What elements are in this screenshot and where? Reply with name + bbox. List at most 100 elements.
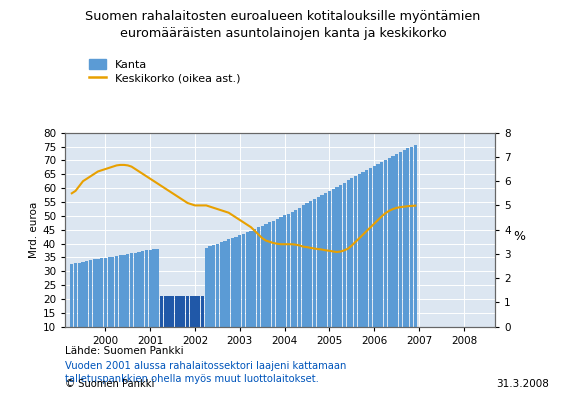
- Bar: [100, 258, 104, 327]
- Bar: [208, 246, 212, 327]
- Bar: [234, 236, 238, 327]
- Bar: [380, 162, 383, 327]
- Bar: [294, 210, 298, 327]
- Bar: [369, 168, 372, 327]
- Bar: [246, 232, 249, 327]
- Bar: [414, 145, 417, 327]
- Bar: [376, 164, 380, 327]
- Bar: [298, 208, 301, 327]
- Bar: [119, 255, 122, 327]
- Bar: [302, 205, 305, 327]
- Bar: [343, 183, 346, 327]
- Bar: [290, 211, 294, 327]
- Bar: [186, 296, 189, 327]
- Bar: [156, 249, 159, 327]
- Bar: [115, 256, 118, 327]
- Bar: [205, 248, 208, 327]
- Bar: [171, 296, 174, 327]
- Bar: [339, 185, 342, 327]
- Text: © Suomen Pankki: © Suomen Pankki: [65, 379, 155, 389]
- Bar: [104, 258, 107, 327]
- Bar: [178, 296, 182, 327]
- Bar: [220, 242, 223, 327]
- Bar: [224, 241, 226, 327]
- Bar: [82, 262, 85, 327]
- Bar: [257, 227, 260, 327]
- Bar: [130, 253, 133, 327]
- Bar: [316, 197, 320, 327]
- Bar: [212, 245, 215, 327]
- Bar: [108, 257, 111, 327]
- Bar: [149, 249, 152, 327]
- Bar: [216, 244, 219, 327]
- Bar: [268, 222, 271, 327]
- Bar: [227, 239, 230, 327]
- Bar: [260, 225, 264, 327]
- Bar: [320, 195, 324, 327]
- Bar: [122, 255, 126, 327]
- Bar: [279, 217, 282, 327]
- Bar: [194, 296, 196, 327]
- Bar: [264, 224, 268, 327]
- Bar: [350, 178, 354, 327]
- Bar: [253, 229, 256, 327]
- Bar: [85, 261, 88, 327]
- Bar: [395, 154, 398, 327]
- Y-axis label: Mrd. euroa: Mrd. euroa: [29, 202, 38, 258]
- Bar: [306, 203, 308, 327]
- Bar: [354, 177, 357, 327]
- Bar: [283, 215, 286, 327]
- Bar: [272, 221, 275, 327]
- Bar: [175, 296, 178, 327]
- Bar: [96, 259, 100, 327]
- Text: Lähde: Suomen Pankki: Lähde: Suomen Pankki: [65, 346, 184, 356]
- Bar: [164, 296, 167, 327]
- Legend: Kanta, Keskikorko (oikea ast.): Kanta, Keskikorko (oikea ast.): [85, 55, 245, 88]
- Bar: [238, 235, 242, 327]
- Bar: [231, 238, 234, 327]
- Bar: [182, 296, 186, 327]
- Bar: [126, 254, 130, 327]
- Bar: [402, 150, 406, 327]
- Bar: [276, 219, 279, 327]
- Bar: [190, 296, 193, 327]
- Bar: [388, 158, 391, 327]
- Bar: [391, 156, 395, 327]
- Text: Suomen rahalaitosten euroalueen kotitalouksille myöntämien
euromääräisten asunto: Suomen rahalaitosten euroalueen kotitalo…: [85, 10, 481, 40]
- Y-axis label: %: %: [513, 230, 525, 243]
- Bar: [152, 249, 156, 327]
- Bar: [134, 253, 137, 327]
- Bar: [324, 193, 327, 327]
- Bar: [250, 231, 252, 327]
- Bar: [328, 191, 331, 327]
- Bar: [70, 265, 74, 327]
- Bar: [138, 252, 140, 327]
- Bar: [410, 147, 413, 327]
- Bar: [335, 187, 338, 327]
- Text: Vuoden 2001 alussa rahalaitossektori laajeni kattamaan
talletuspankkien ohella m: Vuoden 2001 alussa rahalaitossektori laa…: [65, 361, 346, 385]
- Bar: [141, 251, 144, 327]
- Bar: [201, 296, 204, 327]
- Bar: [313, 199, 316, 327]
- Text: 31.3.2008: 31.3.2008: [496, 379, 549, 389]
- Bar: [74, 263, 77, 327]
- Bar: [365, 170, 368, 327]
- Bar: [93, 259, 96, 327]
- Bar: [242, 234, 245, 327]
- Bar: [197, 296, 200, 327]
- Bar: [287, 213, 290, 327]
- Bar: [168, 296, 170, 327]
- Bar: [332, 188, 335, 327]
- Bar: [78, 263, 81, 327]
- Bar: [358, 174, 361, 327]
- Bar: [406, 148, 409, 327]
- Bar: [89, 260, 92, 327]
- Bar: [160, 296, 163, 327]
- Bar: [399, 152, 402, 327]
- Bar: [362, 172, 365, 327]
- Bar: [309, 201, 312, 327]
- Bar: [145, 250, 148, 327]
- Bar: [346, 180, 350, 327]
- Bar: [372, 166, 376, 327]
- Bar: [384, 160, 387, 327]
